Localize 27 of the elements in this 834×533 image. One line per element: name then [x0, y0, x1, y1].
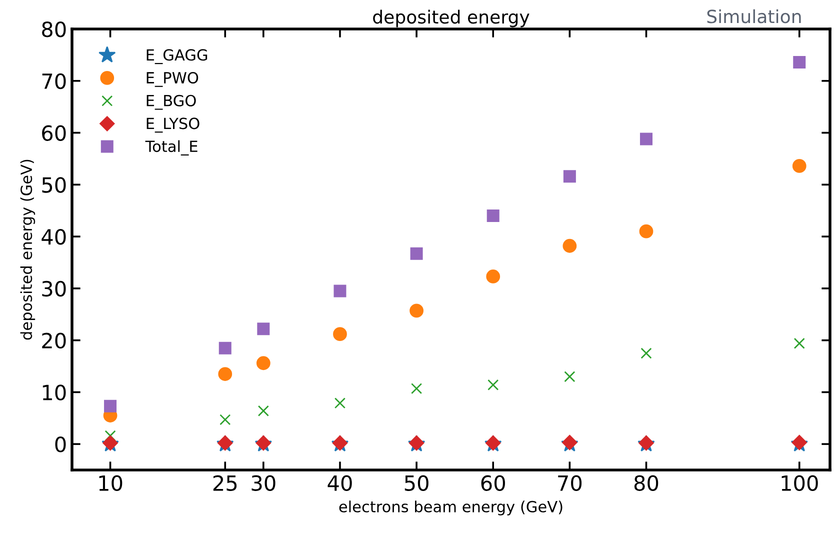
y-tick-label: 50	[42, 177, 66, 193]
y-tick-label: 0	[55, 436, 66, 452]
x-tick-label: 80	[634, 475, 658, 491]
x-tick-label: 100	[782, 475, 818, 491]
text: Simulation	[707, 9, 801, 24]
y-tick-label: 70	[42, 73, 66, 90]
y-tick-label: 60	[42, 125, 66, 141]
y-tick-label: 20	[42, 332, 66, 349]
legend-label: Total_E	[145, 140, 198, 156]
y-tick-label: 40	[42, 228, 66, 245]
x-tick-label: 30	[252, 475, 276, 491]
y-tick-label: 30	[42, 280, 66, 297]
x-tick-label: 25	[213, 475, 237, 491]
legend-label: E_PWO	[146, 72, 198, 87]
legend-label: E_GAGG	[146, 49, 208, 64]
y-axis-title: deposited energy (GeV)	[20, 160, 36, 340]
chart-title: deposited energy	[373, 10, 530, 28]
x-tick-label: 60	[481, 475, 505, 491]
x-tick-label: 10	[99, 475, 122, 491]
legend-label: E_LYSO	[146, 118, 200, 133]
x-axis-title: electrons beam energy (GeV)	[339, 500, 562, 516]
x-tick-label: 70	[558, 475, 582, 491]
legend-label: E_BGO	[146, 94, 196, 110]
x-tick-label: 50	[404, 475, 428, 491]
x-tick-label: 40	[328, 475, 352, 491]
y-tick-label: 80	[42, 21, 66, 38]
y-tick-label: 10	[42, 384, 66, 400]
